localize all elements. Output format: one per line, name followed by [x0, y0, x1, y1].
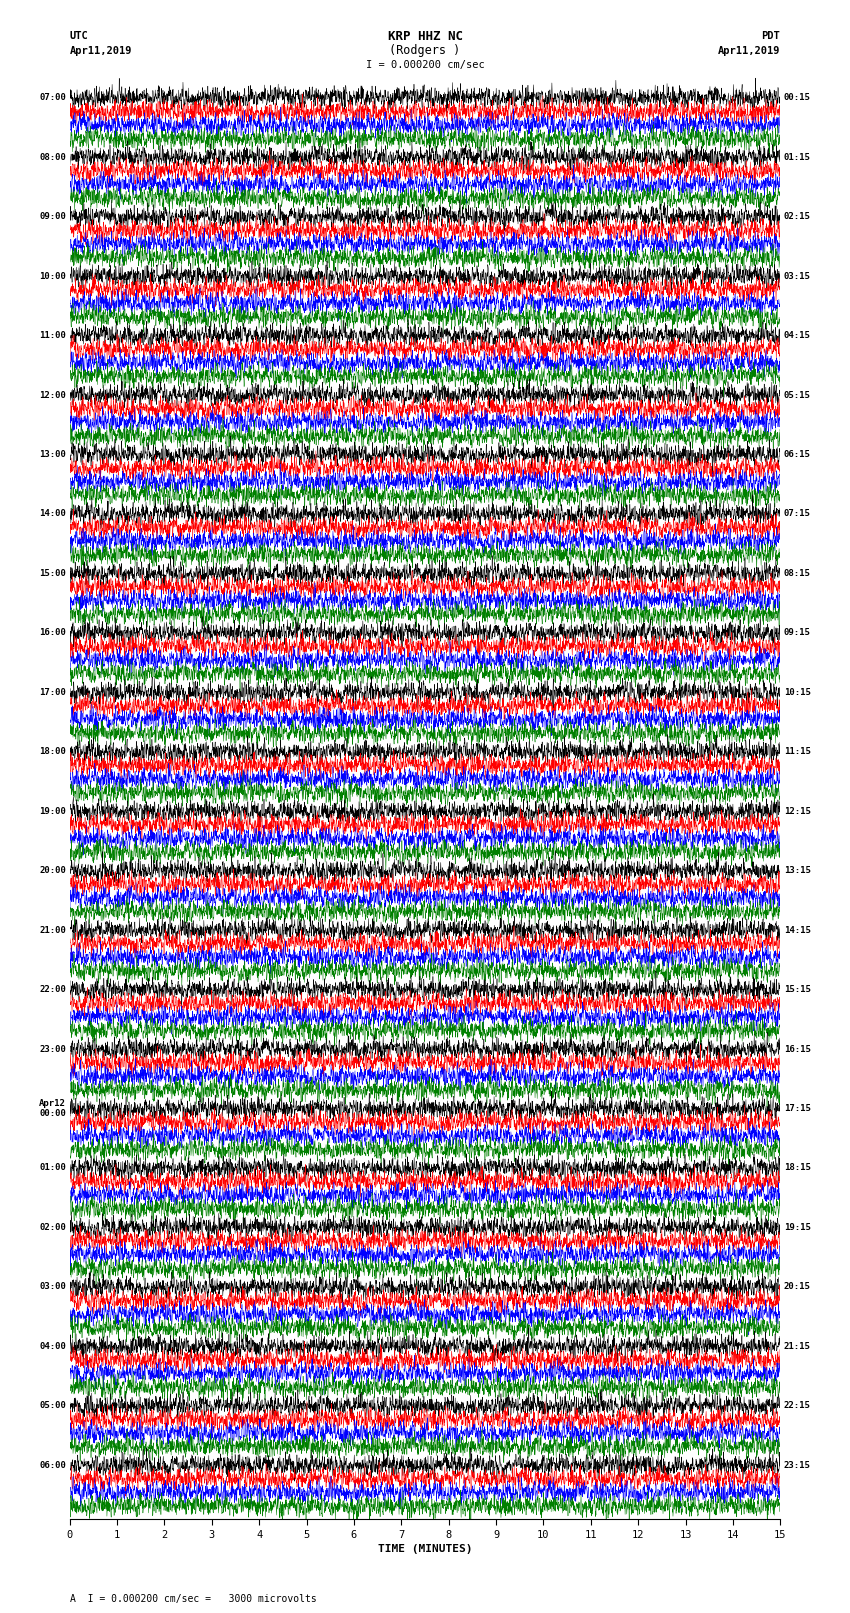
- Text: 20:15: 20:15: [784, 1282, 811, 1292]
- Text: 03:00: 03:00: [39, 1282, 66, 1292]
- Text: 20:00: 20:00: [39, 866, 66, 876]
- Text: 22:00: 22:00: [39, 986, 66, 994]
- Text: Apr11,2019: Apr11,2019: [70, 45, 133, 56]
- Text: 19:15: 19:15: [784, 1223, 811, 1232]
- Text: A  I = 0.000200 cm/sec =   3000 microvolts: A I = 0.000200 cm/sec = 3000 microvolts: [70, 1594, 316, 1605]
- Text: 02:15: 02:15: [784, 213, 811, 221]
- Text: 14:15: 14:15: [784, 926, 811, 934]
- Text: 13:15: 13:15: [784, 866, 811, 876]
- Text: 09:00: 09:00: [39, 213, 66, 221]
- Text: 08:15: 08:15: [784, 569, 811, 577]
- Text: 12:00: 12:00: [39, 390, 66, 400]
- Text: 16:00: 16:00: [39, 629, 66, 637]
- Text: 19:00: 19:00: [39, 806, 66, 816]
- Text: 07:15: 07:15: [784, 510, 811, 518]
- Text: 15:15: 15:15: [784, 986, 811, 994]
- Text: Apr11,2019: Apr11,2019: [717, 45, 780, 56]
- Text: 23:00: 23:00: [39, 1045, 66, 1053]
- Text: 06:00: 06:00: [39, 1461, 66, 1469]
- Text: 18:15: 18:15: [784, 1163, 811, 1173]
- Text: 05:15: 05:15: [784, 390, 811, 400]
- Text: 12:15: 12:15: [784, 806, 811, 816]
- Text: 18:00: 18:00: [39, 747, 66, 756]
- Text: 17:00: 17:00: [39, 687, 66, 697]
- Text: 22:15: 22:15: [784, 1402, 811, 1410]
- Text: 08:00: 08:00: [39, 153, 66, 161]
- Text: Apr12
00:00: Apr12 00:00: [39, 1098, 66, 1118]
- Text: 06:15: 06:15: [784, 450, 811, 460]
- Text: UTC: UTC: [70, 31, 88, 42]
- X-axis label: TIME (MINUTES): TIME (MINUTES): [377, 1544, 473, 1553]
- Text: PDT: PDT: [762, 31, 780, 42]
- Text: 10:00: 10:00: [39, 271, 66, 281]
- Text: 00:15: 00:15: [784, 94, 811, 102]
- Text: 11:00: 11:00: [39, 331, 66, 340]
- Text: 02:00: 02:00: [39, 1223, 66, 1232]
- Text: 17:15: 17:15: [784, 1103, 811, 1113]
- Text: 09:15: 09:15: [784, 629, 811, 637]
- Text: 14:00: 14:00: [39, 510, 66, 518]
- Text: 16:15: 16:15: [784, 1045, 811, 1053]
- Text: 01:15: 01:15: [784, 153, 811, 161]
- Text: 04:15: 04:15: [784, 331, 811, 340]
- Text: KRP HHZ NC: KRP HHZ NC: [388, 29, 462, 44]
- Text: 21:00: 21:00: [39, 926, 66, 934]
- Text: I = 0.000200 cm/sec: I = 0.000200 cm/sec: [366, 60, 484, 71]
- Text: 05:00: 05:00: [39, 1402, 66, 1410]
- Text: 01:00: 01:00: [39, 1163, 66, 1173]
- Text: (Rodgers ): (Rodgers ): [389, 44, 461, 58]
- Text: 13:00: 13:00: [39, 450, 66, 460]
- Text: 15:00: 15:00: [39, 569, 66, 577]
- Text: 10:15: 10:15: [784, 687, 811, 697]
- Text: 23:15: 23:15: [784, 1461, 811, 1469]
- Text: 04:00: 04:00: [39, 1342, 66, 1350]
- Text: 03:15: 03:15: [784, 271, 811, 281]
- Text: 21:15: 21:15: [784, 1342, 811, 1350]
- Text: 11:15: 11:15: [784, 747, 811, 756]
- Text: 07:00: 07:00: [39, 94, 66, 102]
